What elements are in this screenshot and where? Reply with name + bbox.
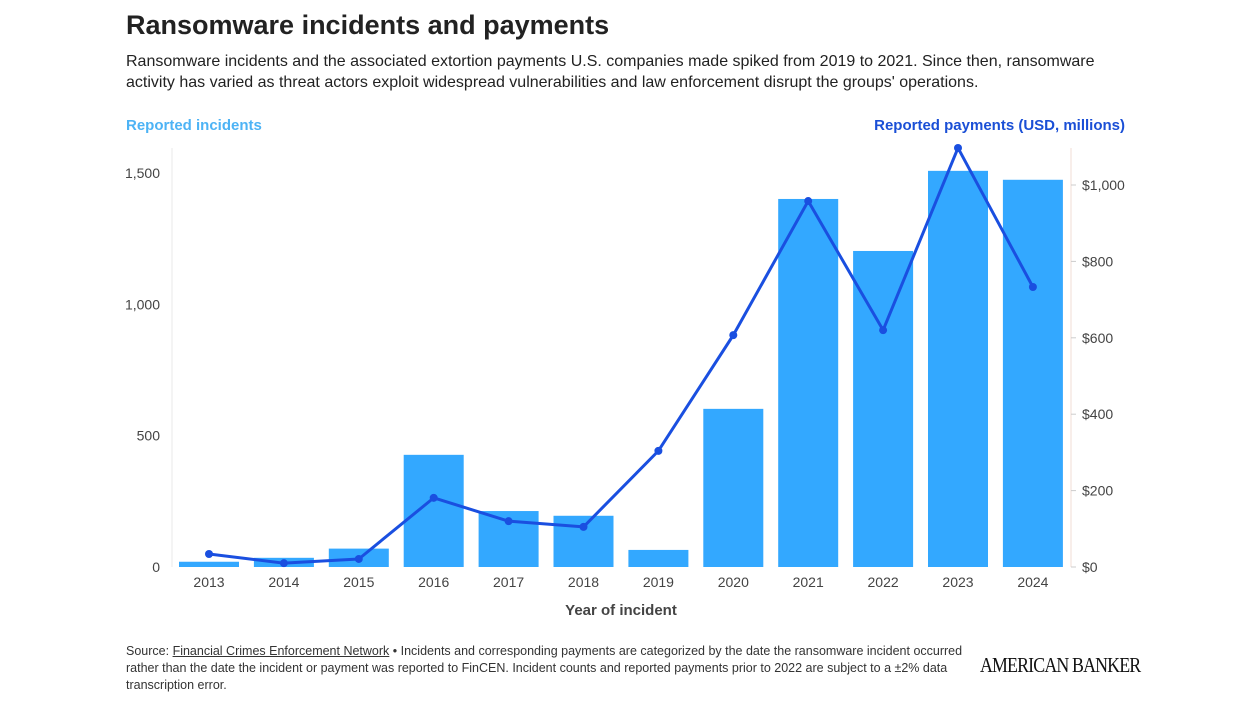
payment-point-2020 xyxy=(729,331,738,340)
x-tick-label: 2016 xyxy=(418,574,449,590)
footer-note: Source: Financial Crimes Enforcement Net… xyxy=(126,643,966,694)
right-tick-label: $600 xyxy=(1082,330,1113,346)
right-tick-label: $800 xyxy=(1082,253,1113,269)
left-axis-label: Reported incidents xyxy=(126,117,262,134)
payments-line xyxy=(208,146,1035,565)
x-tick-label: 2018 xyxy=(568,574,599,590)
chart-svg: 0 500 1,000 1,500 $0 $200 $400 $600 $800 $1,000 20… xyxy=(125,143,1125,619)
chart-subtitle: Ransomware incidents and the associated … xyxy=(126,53,1095,91)
bar-2020 xyxy=(703,408,764,567)
x-axis-title: Year of incident xyxy=(565,602,677,619)
x-tick-label: 2023 xyxy=(942,574,973,590)
payment-point-2019 xyxy=(654,446,663,455)
payment-point-2015 xyxy=(354,554,363,563)
source-link[interactable]: Financial Crimes Enforcement Network xyxy=(172,644,390,658)
payment-point-2017 xyxy=(504,517,513,526)
x-tick-label: 2017 xyxy=(493,574,524,590)
right-axis-label: Reported payments (USD, millions) xyxy=(874,117,1125,134)
bar-2019 xyxy=(628,549,689,567)
x-tick-label: 2019 xyxy=(643,574,674,590)
payment-point-2016 xyxy=(429,493,438,502)
payment-point-2024 xyxy=(1028,282,1037,291)
right-tick-label: $400 xyxy=(1082,406,1113,422)
left-tick-label: 1,500 xyxy=(125,165,160,181)
chart-title: Ransomware incidents and payments xyxy=(126,10,610,40)
bar-2013 xyxy=(179,561,239,567)
payment-point-2013 xyxy=(205,550,213,559)
left-tick-label: 500 xyxy=(137,428,161,444)
x-tick-label: 2014 xyxy=(268,574,299,590)
right-tick-label: $0 xyxy=(1082,559,1098,575)
x-tick-label: 2024 xyxy=(1017,574,1048,590)
payment-point-2014 xyxy=(279,559,288,568)
payment-point-2021 xyxy=(804,197,813,206)
bar-2024 xyxy=(1002,179,1063,567)
american-banker-logo: AMERICAN BANKER xyxy=(980,653,1141,677)
right-tick-label: $1,000 xyxy=(1082,177,1125,193)
x-tick-label: 2021 xyxy=(793,574,824,590)
source-prefix: Source: xyxy=(126,644,173,658)
x-tick-label: 2013 xyxy=(193,574,224,590)
footer-text: • Incidents and corresponding payments a… xyxy=(126,644,963,692)
bar-2022 xyxy=(853,250,914,567)
payment-point-2022 xyxy=(879,326,888,335)
bar-2023 xyxy=(928,170,988,568)
x-tick-label: 2020 xyxy=(718,574,749,590)
left-tick-label: 1,000 xyxy=(125,296,160,312)
bar-2021 xyxy=(778,198,839,567)
bar-2016 xyxy=(403,454,464,567)
x-tick-label: 2015 xyxy=(343,574,374,590)
payment-point-2023 xyxy=(954,143,962,152)
right-tick-label: $200 xyxy=(1082,483,1113,499)
left-tick-label: 0 xyxy=(152,559,160,575)
x-tick-label: 2022 xyxy=(868,574,899,590)
payment-point-2018 xyxy=(579,522,588,531)
